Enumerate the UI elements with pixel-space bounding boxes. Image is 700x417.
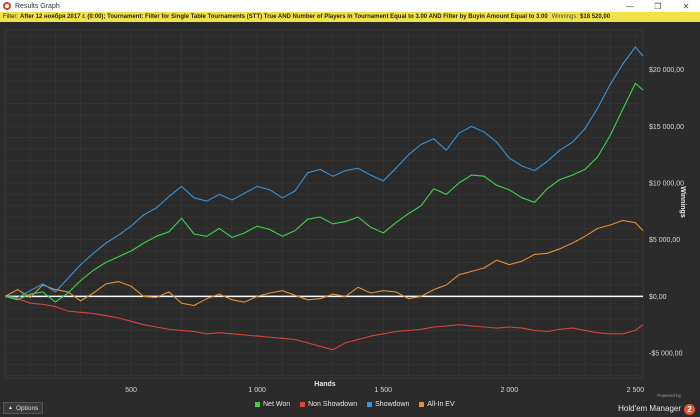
restore-button[interactable]: ❐ <box>654 1 662 11</box>
options-label: Options <box>15 404 39 412</box>
series-line-all-in-ev <box>4 219 644 307</box>
legend-swatch <box>419 402 425 407</box>
title-bar: Results Graph — ❐ ✕ <box>0 0 700 12</box>
window-controls: — ❐ ✕ <box>616 0 700 12</box>
filter-description: After 12 ноября 2017 г. (0:00); Tourname… <box>20 14 548 20</box>
x-tick-label: 1 500 <box>374 387 392 394</box>
x-tick-label: 500 <box>125 387 137 394</box>
legend-swatch <box>300 402 306 407</box>
brand-name: Hold'em Manager <box>618 403 681 413</box>
powered-by-text: Powered by <box>657 393 681 398</box>
brand-logo: Powered by Hold'em Manager 2 <box>618 393 695 415</box>
bottom-bar <box>0 401 700 413</box>
window-title: Results Graph <box>15 2 60 10</box>
filter-label: Filter: <box>3 14 18 20</box>
series-line-non-showdown <box>4 295 644 351</box>
close-button[interactable]: ✕ <box>682 1 690 11</box>
y-tick-label: $5 000,00 <box>649 237 680 244</box>
y-tick-label: -$5 000,00 <box>649 351 683 358</box>
y-axis-label: Winnings <box>679 186 686 218</box>
expand-arrow-icon: ▲ <box>8 405 13 411</box>
x-axis-label: Hands <box>314 381 336 388</box>
series-line-net-won <box>4 82 644 303</box>
legend-label: Showdown <box>375 401 410 408</box>
legend-item-all-in-ev[interactable]: All-In EV <box>419 401 455 408</box>
winnings-value: $18 520,00 <box>580 14 611 20</box>
options-button[interactable]: ▲ Options <box>3 402 44 414</box>
filter-bar: Filter: After 12 ноября 2017 г. (0:00); … <box>0 12 700 22</box>
winnings-label: Winnings: <box>551 14 579 20</box>
legend-swatch <box>255 402 260 407</box>
y-tick-label: $15 000,00 <box>649 124 684 131</box>
x-tick-label: 2 500 <box>627 387 645 394</box>
brand-badge-icon: 2 <box>684 403 695 415</box>
y-tick-label: $20 000,00 <box>649 67 684 74</box>
legend-swatch <box>367 402 373 407</box>
minimize-button[interactable]: — <box>626 1 634 11</box>
app-logo-icon <box>3 2 11 10</box>
legend-item-net-won[interactable]: Net Won <box>255 401 290 408</box>
legend-item-showdown[interactable]: Showdown <box>367 401 409 408</box>
y-tick-label: $0,00 <box>649 294 667 301</box>
chart-svg: 500 1 000 1 500 2 000 2 500 -$5 000,00 $0,00 $5… <box>4 29 686 394</box>
series-line-showdown <box>4 46 644 299</box>
legend-label: Non Showdown <box>308 401 358 408</box>
chart-series <box>4 46 644 351</box>
y-tick-label: $10 000,00 <box>649 181 684 188</box>
chart-grid <box>4 29 644 379</box>
legend-label: Net Won <box>263 401 291 408</box>
x-tick-label: 1 000 <box>248 387 266 394</box>
plot-frame <box>4 29 644 379</box>
x-tick-label: 2 000 <box>501 387 519 394</box>
legend-label: All-In EV <box>427 401 455 408</box>
chart-ticks: 500 1 000 1 500 2 000 2 500 -$5 000,00 $0,00 $5… <box>125 67 684 394</box>
legend-item-non-showdown[interactable]: Non Showdown <box>300 401 357 408</box>
results-chart: 500 1 000 1 500 2 000 2 500 -$5 000,00 $0,00 $5… <box>0 22 700 412</box>
chart-legend: Net Won Non Showdown Showdown All-In EV <box>255 401 465 408</box>
